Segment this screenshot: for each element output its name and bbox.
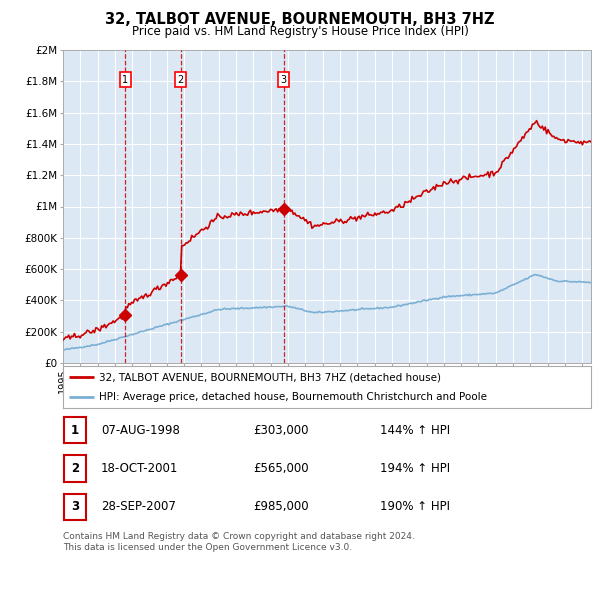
Text: 3: 3: [281, 75, 287, 85]
Text: Price paid vs. HM Land Registry's House Price Index (HPI): Price paid vs. HM Land Registry's House …: [131, 25, 469, 38]
Text: 1: 1: [71, 424, 79, 437]
Text: 2: 2: [71, 462, 79, 475]
Text: 32, TALBOT AVENUE, BOURNEMOUTH, BH3 7HZ (detached house): 32, TALBOT AVENUE, BOURNEMOUTH, BH3 7HZ …: [99, 372, 441, 382]
Text: £985,000: £985,000: [253, 500, 309, 513]
Text: 194% ↑ HPI: 194% ↑ HPI: [380, 462, 450, 475]
Text: HPI: Average price, detached house, Bournemouth Christchurch and Poole: HPI: Average price, detached house, Bour…: [99, 392, 487, 402]
Text: 07-AUG-1998: 07-AUG-1998: [101, 424, 180, 437]
Text: 1: 1: [122, 75, 128, 85]
Text: 144% ↑ HPI: 144% ↑ HPI: [380, 424, 450, 437]
Text: 190% ↑ HPI: 190% ↑ HPI: [380, 500, 450, 513]
Text: 28-SEP-2007: 28-SEP-2007: [101, 500, 176, 513]
Text: 2: 2: [178, 75, 184, 85]
Text: £565,000: £565,000: [253, 462, 309, 475]
Text: £303,000: £303,000: [253, 424, 308, 437]
Text: 32, TALBOT AVENUE, BOURNEMOUTH, BH3 7HZ: 32, TALBOT AVENUE, BOURNEMOUTH, BH3 7HZ: [105, 12, 495, 27]
Text: Contains HM Land Registry data © Crown copyright and database right 2024.
This d: Contains HM Land Registry data © Crown c…: [63, 532, 415, 552]
Text: 18-OCT-2001: 18-OCT-2001: [101, 462, 178, 475]
Text: 3: 3: [71, 500, 79, 513]
